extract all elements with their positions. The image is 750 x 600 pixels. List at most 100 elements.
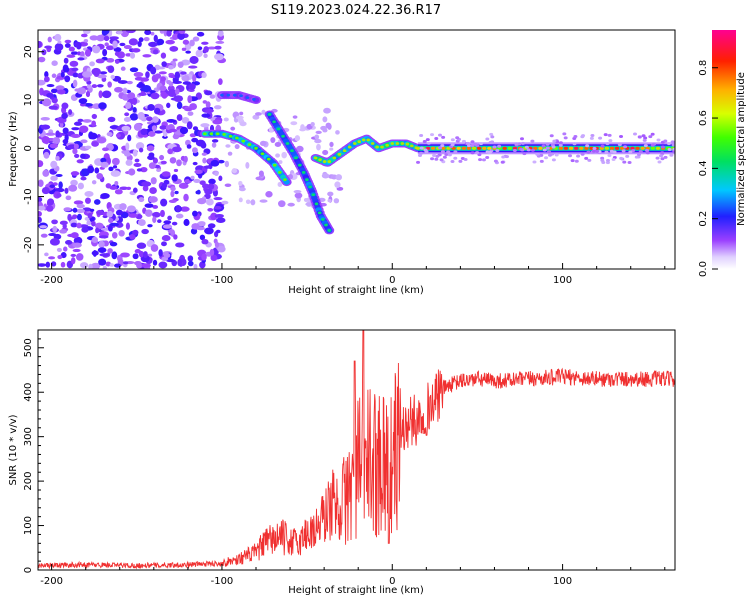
spectrogram-cell — [52, 225, 58, 233]
spectrogram-cell — [313, 156, 318, 160]
spectrogram-cell — [50, 175, 58, 181]
spectrogram-cell — [42, 169, 50, 177]
spectrogram-cell — [225, 144, 231, 148]
spectrogram-cell — [166, 102, 171, 109]
spectrogram-cell — [285, 142, 290, 145]
spectrogram-cell — [123, 151, 131, 157]
spectrogram-cell — [158, 261, 168, 269]
spectrogram-cell — [47, 36, 52, 43]
spectrogram-cell — [287, 202, 295, 207]
spectrogram-cell — [38, 263, 47, 267]
spectrogram-x-tick-label: 100 — [553, 275, 572, 286]
spectrogram-cell — [49, 143, 59, 149]
spectrogram-cell — [112, 40, 118, 49]
spectrogram-cell — [172, 33, 179, 40]
spectrogram-cell — [100, 161, 109, 168]
spectrogram-cell — [63, 57, 69, 64]
spectrogram-cell — [167, 89, 178, 98]
spectrogram-cell — [323, 107, 331, 114]
snr-frame — [37, 329, 676, 571]
spectrogram-cell — [116, 30, 123, 35]
spectrogram-cell — [166, 79, 172, 85]
spectrogram-cell — [332, 156, 337, 160]
spectrogram-cell — [283, 178, 287, 182]
spectrogram-cell — [259, 140, 267, 146]
figure-title: S119.2023.024.22.36.R17 — [271, 3, 441, 18]
spectrogram-cell — [614, 146, 620, 150]
snr-y-tick-label: 0 — [23, 567, 34, 573]
spectrogram-cell — [186, 144, 192, 149]
spectrogram-cell — [218, 78, 223, 86]
spectrogram-cell — [294, 156, 298, 160]
spectrogram-cell — [623, 145, 628, 149]
spectrogram-cell — [278, 171, 282, 174]
spectrogram-cell — [192, 126, 199, 131]
snr-y-tick-label: 100 — [23, 516, 34, 535]
spectrogram-cell — [235, 115, 244, 120]
spectrogram-cell — [179, 126, 189, 135]
spectrogram-cell — [86, 220, 92, 226]
spectrogram-cell — [182, 81, 191, 85]
spectrogram-cell — [574, 146, 579, 150]
spectrogram-cell — [208, 178, 216, 185]
spectrogram-x-tick-label: -100 — [211, 275, 234, 286]
colorbar-tick-label: 0.6 — [698, 110, 709, 126]
spectrogram-cell — [524, 145, 529, 149]
spectrogram-cell — [247, 143, 252, 147]
spectrogram-cell — [188, 65, 198, 69]
spectrogram-cell — [532, 160, 537, 164]
spectrogram-cell — [109, 241, 118, 247]
spectrogram-cell — [46, 92, 54, 98]
spectrogram-cell — [204, 188, 213, 195]
spectrogram-cell — [385, 143, 389, 147]
spectrogram-cell — [270, 137, 276, 143]
spectrogram-cell — [150, 31, 155, 36]
spectrogram-cell — [547, 150, 552, 154]
spectrogram-cell — [217, 30, 224, 37]
spectrogram-cell — [87, 212, 93, 219]
spectrogram-cell — [63, 66, 70, 73]
spectrogram-cell — [214, 205, 222, 210]
spectrogram-cell — [131, 97, 138, 106]
spectrogram-cell — [231, 168, 238, 174]
snr-y-tick-label: 200 — [23, 472, 34, 491]
spectrogram-cell — [165, 258, 176, 263]
spectrogram-cell — [136, 83, 146, 87]
spectrogram-cell — [572, 142, 577, 146]
spectrogram-cell — [44, 45, 53, 49]
spectrogram-cell — [604, 150, 609, 154]
colorbar-scale — [712, 30, 736, 269]
spectrogram-cell — [133, 72, 144, 78]
spectrogram-cell — [44, 71, 49, 78]
spectrogram-cell — [151, 125, 157, 131]
spectrogram-cell — [180, 71, 187, 75]
spectrogram-cell — [514, 142, 519, 146]
spectrogram-cell — [419, 146, 424, 150]
spectrogram-cell — [100, 193, 110, 199]
spectrogram-cell — [489, 132, 494, 136]
spectrogram-cell — [485, 155, 490, 159]
spectrogram-cell — [127, 134, 132, 142]
spectrogram-cell — [91, 67, 101, 76]
spectrogram-cell — [481, 158, 486, 162]
spectrogram-cell — [322, 149, 329, 156]
spectrogram-cell — [95, 227, 100, 234]
spectrogram-cell — [54, 33, 62, 42]
spectrogram-cell — [470, 151, 475, 155]
spectrogram-cell — [72, 79, 78, 88]
spectrogram-cell — [470, 140, 475, 144]
spectrogram-cell — [47, 198, 55, 206]
spectrogram-cell — [120, 66, 126, 71]
spectrogram-cell — [642, 138, 647, 142]
spectrogram-cell — [663, 155, 668, 159]
spectrogram-cell — [605, 142, 610, 146]
spectrogram-cell — [114, 180, 119, 186]
spectrogram-cell — [102, 147, 109, 152]
spectrogram-cell — [190, 175, 195, 180]
spectrogram-cell — [305, 178, 309, 182]
spectrogram-cell — [96, 84, 104, 88]
spectrogram-cell — [209, 94, 216, 99]
spectrogram-cell — [203, 132, 207, 136]
spectrogram-cell — [502, 146, 507, 150]
